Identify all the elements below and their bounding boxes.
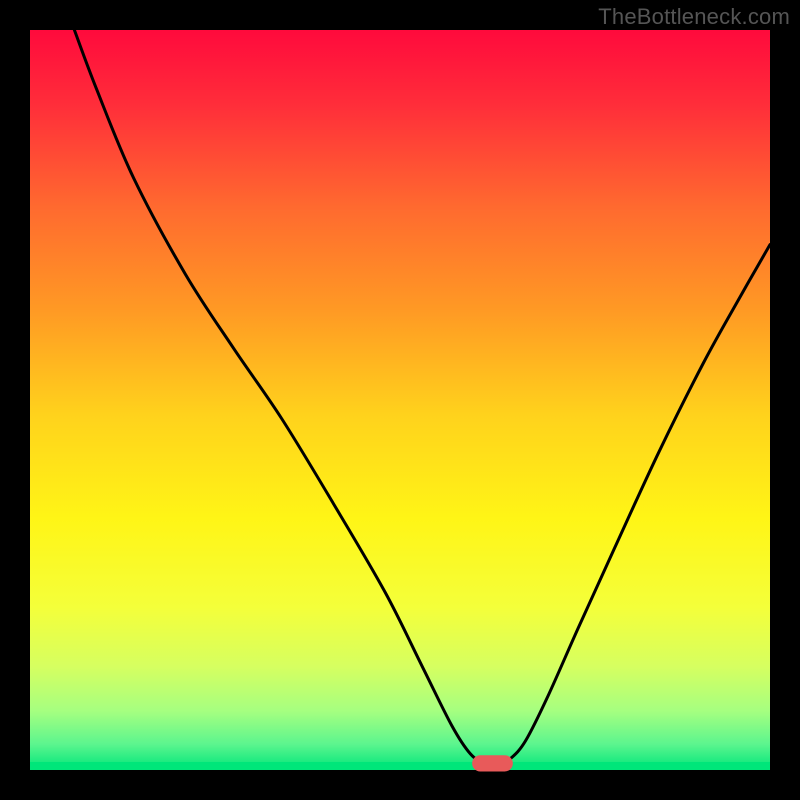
site-watermark: TheBottleneck.com (598, 4, 790, 30)
bottom-green-band (30, 762, 770, 770)
plot-area-gradient (30, 30, 770, 770)
bottleneck-curve-chart (0, 0, 800, 800)
optimal-marker (472, 755, 513, 771)
chart-container: TheBottleneck.com (0, 0, 800, 800)
